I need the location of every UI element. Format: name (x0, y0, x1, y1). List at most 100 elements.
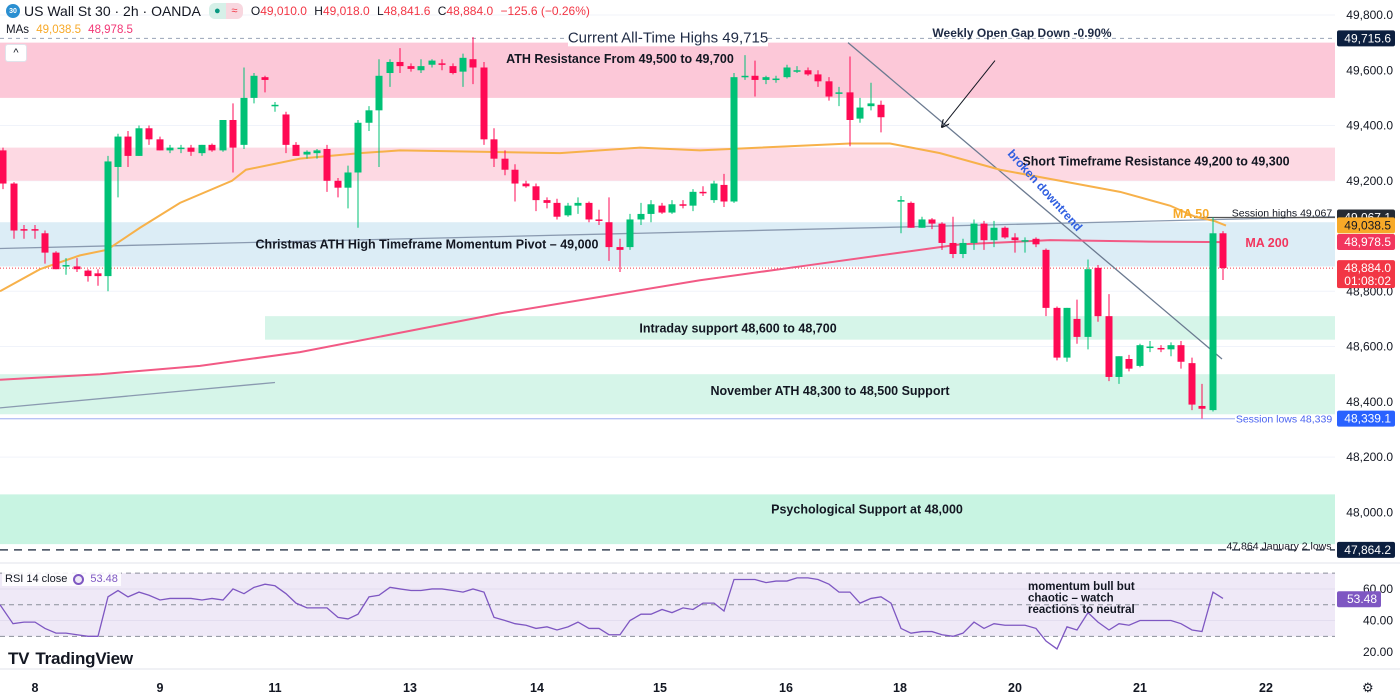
candle[interactable] (145, 125, 153, 145)
candle[interactable] (1063, 307, 1071, 362)
candle[interactable] (208, 143, 216, 152)
candle[interactable] (1177, 341, 1185, 369)
candle[interactable] (730, 73, 738, 203)
collapse-legend-button[interactable]: ^ (5, 44, 27, 62)
candle[interactable] (970, 219, 978, 250)
candle[interactable] (877, 100, 885, 133)
candle[interactable] (480, 61, 488, 145)
candle[interactable] (386, 59, 394, 87)
candle[interactable] (626, 213, 634, 250)
candle[interactable] (846, 56, 854, 147)
candle[interactable] (907, 201, 915, 228)
candle[interactable] (804, 67, 812, 76)
candle[interactable] (229, 103, 237, 173)
candle[interactable] (1146, 341, 1154, 353)
candle[interactable] (10, 182, 18, 239)
candle[interactable] (928, 218, 936, 230)
candle[interactable] (365, 106, 373, 132)
candle[interactable] (1115, 356, 1123, 384)
symbol-badge-icon[interactable]: 30 (6, 4, 20, 18)
candle[interactable] (124, 131, 132, 167)
zone-ath-resistance[interactable] (0, 42, 1335, 98)
candle[interactable] (741, 55, 749, 80)
candle[interactable] (240, 67, 248, 150)
zone-psychological-support[interactable] (0, 494, 1335, 545)
candle[interactable] (949, 216, 957, 259)
candle[interactable] (156, 136, 164, 151)
market-status[interactable]: ● ≈ (208, 3, 243, 19)
candle[interactable] (490, 128, 498, 167)
candle[interactable] (375, 59, 383, 167)
weekly-gap-arrow[interactable] (942, 60, 996, 127)
candle[interactable] (407, 63, 415, 72)
candle[interactable] (1219, 231, 1227, 280)
candle[interactable] (250, 73, 258, 104)
candle[interactable] (751, 60, 759, 97)
candle[interactable] (1032, 237, 1040, 248)
tradingview-logo[interactable]: TV TradingView (8, 649, 133, 669)
candle[interactable] (1198, 383, 1206, 419)
candle[interactable] (1053, 306, 1061, 361)
candle[interactable] (1167, 342, 1175, 357)
candle[interactable] (783, 64, 791, 79)
candle[interactable] (114, 133, 122, 198)
candle[interactable] (938, 222, 946, 250)
candle[interactable] (762, 75, 770, 85)
candle[interactable] (689, 189, 697, 212)
candle[interactable] (1125, 354, 1133, 372)
rsi-legend[interactable]: RSI 14 close 53.48 (2, 572, 121, 586)
candle[interactable] (438, 59, 446, 71)
candle[interactable] (867, 82, 875, 111)
candle[interactable] (449, 63, 457, 75)
candle[interactable] (282, 111, 290, 154)
rsi-line[interactable] (0, 577, 1224, 650)
candle[interactable] (198, 144, 206, 156)
candle[interactable] (396, 48, 404, 74)
candle[interactable] (585, 201, 593, 223)
candle[interactable] (835, 86, 843, 107)
candle[interactable] (271, 102, 279, 112)
candle[interactable] (1011, 233, 1019, 253)
candle[interactable] (574, 197, 582, 214)
candle[interactable] (595, 209, 603, 225)
candle[interactable] (1073, 299, 1081, 344)
candle[interactable] (84, 269, 92, 282)
candle[interactable] (177, 144, 185, 154)
candle[interactable] (959, 238, 967, 259)
candle[interactable] (52, 251, 60, 270)
candle[interactable] (679, 200, 687, 209)
candle[interactable] (1021, 237, 1029, 253)
candle[interactable] (1042, 248, 1050, 317)
candle[interactable] (564, 202, 572, 217)
candle[interactable] (459, 53, 467, 87)
zone-november-ath-support[interactable] (0, 374, 1335, 415)
zone-short-tf-resistance[interactable] (0, 147, 1335, 181)
candle[interactable] (41, 230, 49, 264)
candle[interactable] (1136, 343, 1144, 368)
candle[interactable] (825, 77, 833, 101)
candle[interactable] (334, 178, 342, 198)
candle[interactable] (94, 269, 102, 286)
candle[interactable] (31, 224, 39, 239)
candle[interactable] (166, 144, 174, 154)
moving-averages-legend[interactable]: MAs 49,038.5 48,978.5 (6, 24, 133, 36)
ma50-line[interactable] (0, 142, 1227, 293)
candle[interactable] (918, 216, 926, 228)
candle[interactable] (303, 150, 311, 159)
lower-left-trendline[interactable] (0, 381, 276, 409)
candle[interactable] (323, 144, 331, 192)
candle[interactable] (543, 197, 551, 209)
candle[interactable] (658, 202, 666, 214)
candle[interactable] (980, 220, 988, 250)
candle[interactable] (1001, 226, 1009, 239)
candle[interactable] (990, 220, 998, 248)
candle[interactable] (354, 119, 362, 228)
chart-settings-icon[interactable]: ⚙ (1362, 680, 1374, 695)
candle[interactable] (532, 183, 540, 212)
candle[interactable] (553, 198, 561, 220)
candle[interactable] (0, 147, 7, 190)
candle[interactable] (720, 173, 728, 208)
candle[interactable] (20, 224, 28, 239)
candle[interactable] (104, 155, 112, 292)
candle[interactable] (1084, 259, 1092, 350)
